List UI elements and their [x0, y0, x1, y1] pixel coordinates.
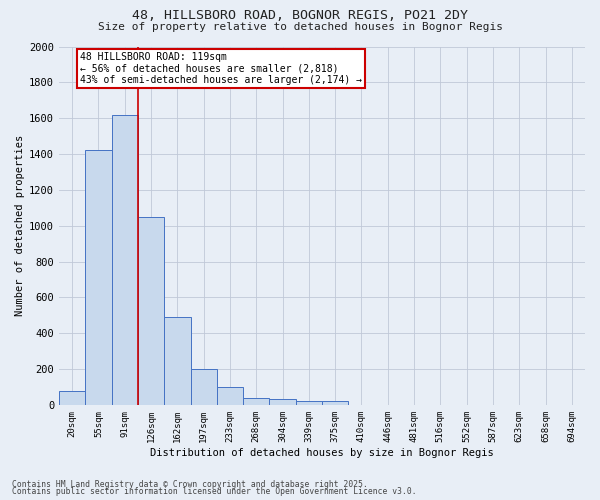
Text: Contains public sector information licensed under the Open Government Licence v3: Contains public sector information licen…	[12, 488, 416, 496]
Text: Contains HM Land Registry data © Crown copyright and database right 2025.: Contains HM Land Registry data © Crown c…	[12, 480, 368, 489]
Text: Size of property relative to detached houses in Bognor Regis: Size of property relative to detached ho…	[97, 22, 503, 32]
Bar	[296, 401, 322, 405]
Bar	[269, 400, 296, 405]
Bar	[322, 401, 349, 405]
Bar	[112, 114, 138, 405]
Bar	[59, 390, 85, 405]
X-axis label: Distribution of detached houses by size in Bognor Regis: Distribution of detached houses by size …	[150, 448, 494, 458]
Text: 48, HILLSBORO ROAD, BOGNOR REGIS, PO21 2DY: 48, HILLSBORO ROAD, BOGNOR REGIS, PO21 2…	[132, 9, 468, 22]
Bar	[217, 387, 243, 405]
Bar	[138, 216, 164, 405]
Bar	[85, 150, 112, 405]
Text: 48 HILLSBORO ROAD: 119sqm
← 56% of detached houses are smaller (2,818)
43% of se: 48 HILLSBORO ROAD: 119sqm ← 56% of detac…	[80, 52, 362, 85]
Y-axis label: Number of detached properties: Number of detached properties	[15, 135, 25, 316]
Bar	[191, 369, 217, 405]
Bar	[243, 398, 269, 405]
Bar	[164, 317, 191, 405]
